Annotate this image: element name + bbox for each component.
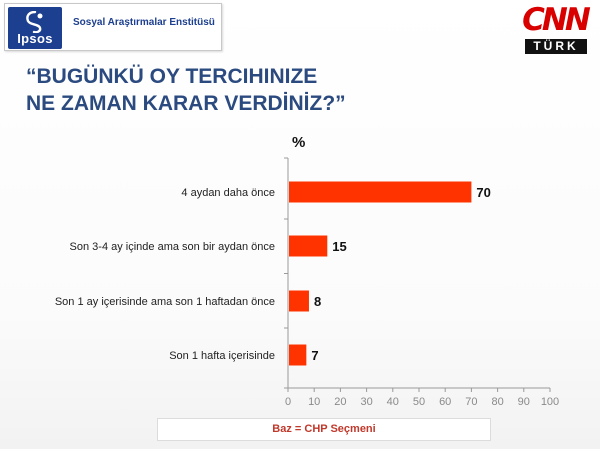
value-label: 7	[311, 348, 318, 363]
category-label: Son 1 ay içerisinde ama son 1 haftadan ö…	[55, 296, 275, 308]
x-tick-label: 10	[308, 396, 320, 408]
turk-logo-text: TÜRK	[525, 39, 587, 54]
bar	[289, 181, 472, 203]
x-tick-label: 80	[491, 396, 503, 408]
base-note: Baz = CHP Seçmeni	[272, 423, 376, 435]
bar	[289, 344, 307, 366]
title-line-2: NE ZAMAN KARAR VERDİNİZ?”	[26, 92, 346, 115]
unit-label: %	[292, 134, 306, 151]
category-label: Son 1 hafta içerisinde	[169, 350, 275, 362]
x-tick-label: 50	[413, 396, 425, 408]
ipsos-logo-text: Ipsos	[17, 31, 53, 46]
bar	[289, 235, 328, 257]
ipsos-logo: Ipsos	[8, 7, 62, 49]
x-tick-label: 20	[334, 396, 346, 408]
x-tick-label: 40	[387, 396, 399, 408]
base-box: Baz = CHP Seçmeni	[157, 418, 491, 441]
x-tick-label: 0	[285, 396, 291, 408]
ipsos-header-box: Ipsos Sosyal Araştırmalar Enstitüsü	[4, 3, 222, 51]
x-tick-label: 30	[360, 396, 372, 408]
x-tick-label: 70	[465, 396, 477, 408]
cnn-turk-logo: CNN TÜRK	[519, 2, 591, 55]
category-label: Son 3-4 ay içinde ama son bir aydan önce	[70, 241, 275, 253]
ipsos-mark-icon	[26, 11, 43, 33]
title-line-1: “BUGÜNKÜ OY TERCIHINIZE	[26, 65, 318, 88]
x-tick-label: 90	[518, 396, 530, 408]
page-title: “BUGÜNKÜ OY TERCIHINIZE NE ZAMAN KARAR V…	[26, 63, 426, 117]
value-label: 70	[476, 185, 490, 200]
value-label: 15	[332, 239, 346, 254]
cnn-logo-text: CNN	[522, 2, 591, 38]
x-tick-label: 100	[541, 396, 559, 408]
value-label: 8	[314, 294, 321, 309]
bar	[289, 290, 309, 312]
institute-name: Sosyal Araştırmalar Enstitüsü	[73, 17, 215, 28]
x-tick-label: 60	[439, 396, 451, 408]
category-label: 4 aydan daha önce	[181, 187, 275, 199]
